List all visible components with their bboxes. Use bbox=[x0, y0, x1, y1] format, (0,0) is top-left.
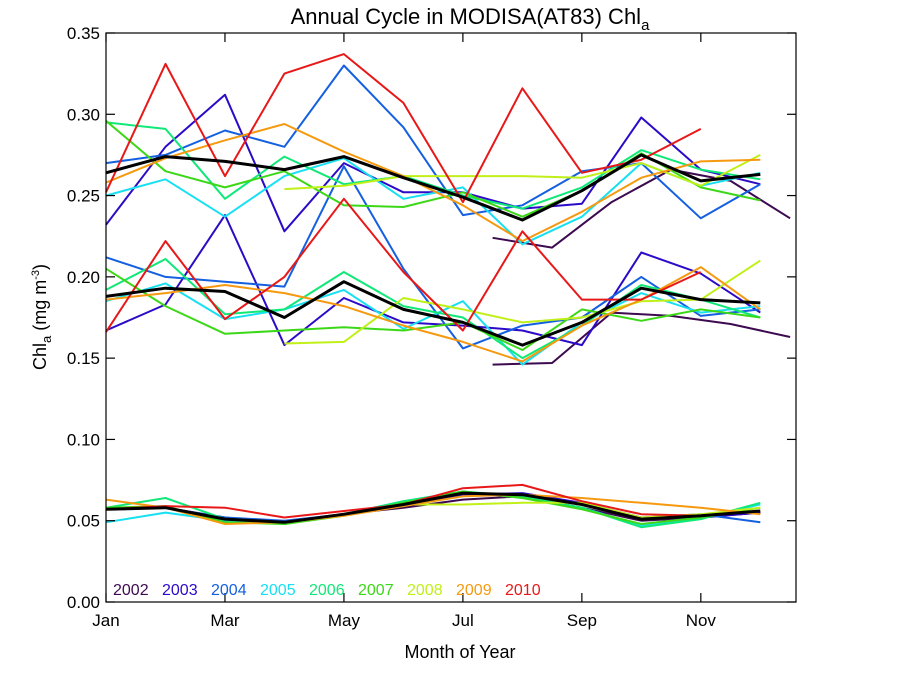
chart-title-subscript: a bbox=[641, 17, 650, 34]
series-2008-line-1 bbox=[284, 154, 761, 191]
series-2002-line-1 bbox=[492, 168, 791, 249]
legend-item-2003: 2003 bbox=[162, 582, 198, 599]
x-tick-label: Mar bbox=[210, 611, 240, 630]
y-tick-label: 0.35 bbox=[67, 24, 100, 43]
legend-item-2010: 2010 bbox=[505, 582, 541, 599]
legend-item-2005: 2005 bbox=[260, 582, 296, 599]
series-2004-line-1 bbox=[105, 64, 761, 220]
mean-line-2 bbox=[105, 280, 761, 347]
legend: 2002 2003 2004 2005 2006 2007 2008 2009 2010 bbox=[113, 582, 541, 599]
mean-line-1 bbox=[105, 153, 761, 222]
chart-title: Annual Cycle in MODISA(AT83) Chla bbox=[291, 4, 651, 34]
y-tick-label: 0.30 bbox=[67, 105, 100, 124]
x-tick-label: May bbox=[328, 611, 361, 630]
x-tick-label: Nov bbox=[686, 611, 717, 630]
legend-item-2008: 2008 bbox=[407, 582, 443, 599]
legend-item-2002: 2002 bbox=[113, 582, 149, 599]
series-2007-line-2 bbox=[105, 267, 761, 351]
series-2004-line-2 bbox=[105, 165, 761, 350]
series-2006-line-1 bbox=[105, 121, 761, 210]
legend-item-2007: 2007 bbox=[358, 582, 394, 599]
x-tick-label: Jul bbox=[452, 611, 474, 630]
chart-title-main: Annual Cycle in MODISA(AT83) Chl bbox=[291, 4, 642, 29]
legend-item-2006: 2006 bbox=[309, 582, 345, 599]
plot-frame bbox=[105, 32, 797, 603]
mean-line-3 bbox=[105, 491, 761, 524]
series-2002-line-2 bbox=[492, 311, 791, 366]
y-tick-label: 0.05 bbox=[67, 512, 100, 531]
legend-item-2004: 2004 bbox=[211, 582, 247, 599]
series-2010-line-1 bbox=[105, 53, 702, 204]
series-2009-line-1 bbox=[105, 123, 761, 243]
y-tick-label: 0.00 bbox=[67, 593, 100, 612]
y-axis-title-main: Chl bbox=[30, 343, 50, 370]
axes: 0.00 0.05 0.10 0.15 0.20 0.25 0.30 0.35 Jan Mar Ma… bbox=[67, 24, 796, 630]
y-axis-units-close: ) bbox=[30, 264, 50, 270]
y-tick-label: 0.20 bbox=[67, 268, 100, 287]
x-tick-label: Sep bbox=[567, 611, 597, 630]
y-tick-label: 0.25 bbox=[67, 187, 100, 206]
series-2009-line-3 bbox=[105, 493, 761, 525]
series-2003-line-2 bbox=[105, 214, 761, 347]
y-tick-label: 0.10 bbox=[67, 430, 100, 449]
series-2010-line-2 bbox=[105, 197, 702, 333]
y-axis-title-subscript: a bbox=[39, 335, 54, 343]
y-axis-units-superscript: -3 bbox=[30, 270, 42, 280]
plot-lines bbox=[105, 53, 791, 529]
y-tick-label: 0.15 bbox=[67, 349, 100, 368]
y-axis-title: Chla (mg m-3) bbox=[30, 264, 54, 370]
series-2008-line-2 bbox=[284, 259, 761, 345]
y-axis-units: (mg m bbox=[30, 280, 50, 331]
x-axis-title: Month of Year bbox=[404, 642, 515, 662]
x-tick-label: Jan bbox=[92, 611, 119, 630]
legend-item-2009: 2009 bbox=[456, 582, 492, 599]
